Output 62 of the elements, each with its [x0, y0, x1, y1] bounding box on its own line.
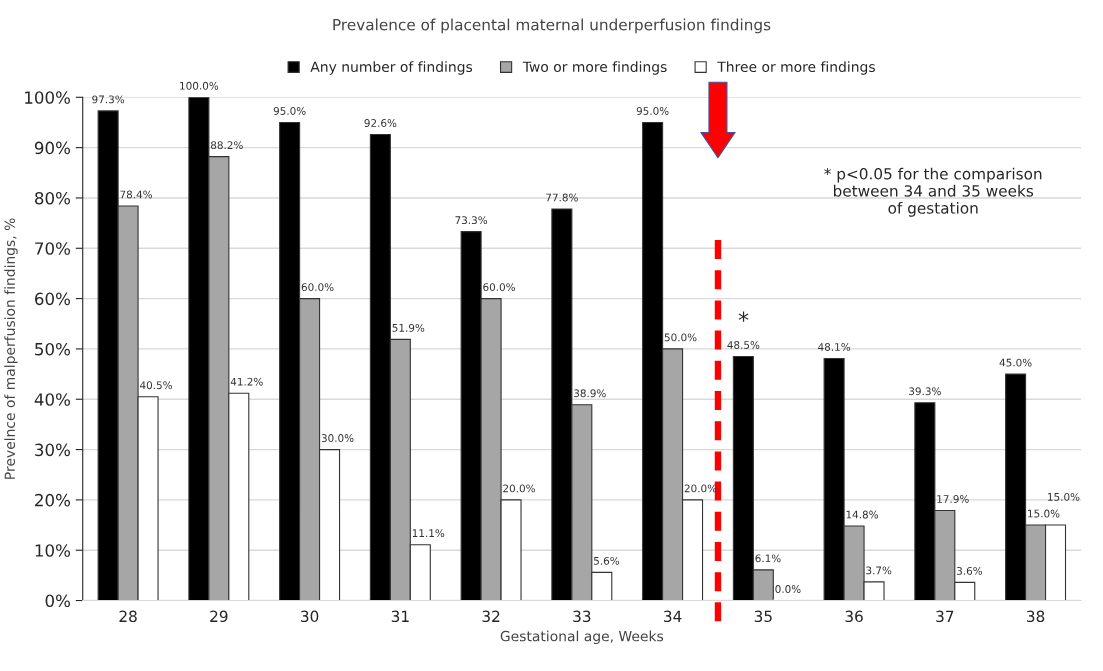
- x-tick-label: 32: [482, 610, 500, 623]
- data-label: 95.0%: [636, 107, 669, 115]
- data-label: 30.0%: [321, 434, 354, 442]
- x-tick-label: 34: [664, 610, 682, 623]
- annotation: * p<0.05 for the comparison between 34 and 35 weeks of gestation: [824, 167, 1042, 217]
- y-tick-label: 50%: [35, 342, 70, 356]
- y-tick-label: 80%: [35, 191, 70, 205]
- data-label: 92.6%: [364, 119, 397, 127]
- data-label: 15.0%: [1048, 492, 1080, 501]
- x-tick-label: 35: [754, 610, 772, 623]
- data-label: 40.5%: [139, 381, 172, 390]
- data-label: 6.1%: [755, 554, 781, 563]
- y-tick-label: 0%: [45, 594, 70, 608]
- x-tick-label: 29: [210, 610, 228, 623]
- data-label: 48.5%: [727, 341, 760, 349]
- data-label: 100.0%: [180, 81, 219, 90]
- x-tick-label: 33: [573, 610, 591, 623]
- data-label: 15.0%: [1028, 509, 1060, 518]
- data-label: 5.6%: [594, 556, 620, 565]
- legend-label: Any number of findings: [310, 61, 473, 75]
- x-tick-label: 37: [936, 610, 954, 623]
- y-tick-label: 10%: [35, 544, 70, 557]
- data-label: 50.0%: [664, 333, 697, 342]
- data-label: 97.3%: [92, 95, 125, 104]
- y-tick-label: 70%: [35, 242, 70, 255]
- data-label: 60.0%: [483, 283, 516, 292]
- y-tick-label: 20%: [35, 493, 70, 507]
- data-label: 41.2%: [230, 377, 263, 386]
- legend-label: Three or more findings: [717, 61, 875, 75]
- x-tick-label: 36: [845, 610, 863, 623]
- x-tick-label: 38: [1027, 610, 1045, 623]
- data-label: 77.8%: [546, 193, 578, 202]
- x-tick-label: 31: [391, 610, 409, 623]
- chart-title: Prevalence of placental maternal underperfusion findings: [333, 18, 771, 34]
- data-label: 3.7%: [866, 566, 892, 575]
- y-tick-label: 90%: [34, 141, 70, 155]
- legend-label: Two or more findings: [522, 61, 667, 75]
- y-tick-label: 100%: [25, 91, 70, 104]
- data-label: 17.9%: [937, 495, 969, 503]
- data-label: 51.9%: [392, 323, 425, 332]
- data-label: 14.8%: [846, 510, 878, 519]
- data-label: 3.6%: [956, 566, 983, 575]
- x-axis-title: Gestational age, Weeks: [500, 630, 664, 645]
- x-tick-label: 28: [119, 610, 137, 623]
- data-label: 39.3%: [909, 387, 941, 396]
- data-label: 73.3%: [455, 216, 488, 225]
- data-label: 95.0%: [273, 107, 306, 115]
- y-tick-label: 40%: [34, 393, 70, 406]
- data-label: 88.2%: [210, 141, 243, 150]
- data-label: 38.9%: [574, 389, 606, 398]
- y-tick-label: 30%: [35, 443, 70, 457]
- x-tick-label: 30: [301, 610, 319, 623]
- data-label: 45.0%: [999, 358, 1032, 367]
- data-label: 11.1%: [412, 529, 445, 538]
- data-label: 78.4%: [120, 190, 153, 199]
- y-tick-label: 60%: [35, 292, 70, 306]
- data-label: 60.0%: [301, 283, 334, 292]
- y-axis-title: Prevelnce of malperfusion findings, %: [4, 218, 18, 479]
- data-label: 0.0%: [775, 585, 801, 593]
- annotation: *: [738, 311, 749, 322]
- data-label: 20.0%: [503, 484, 535, 493]
- data-label: 48.1%: [818, 343, 851, 351]
